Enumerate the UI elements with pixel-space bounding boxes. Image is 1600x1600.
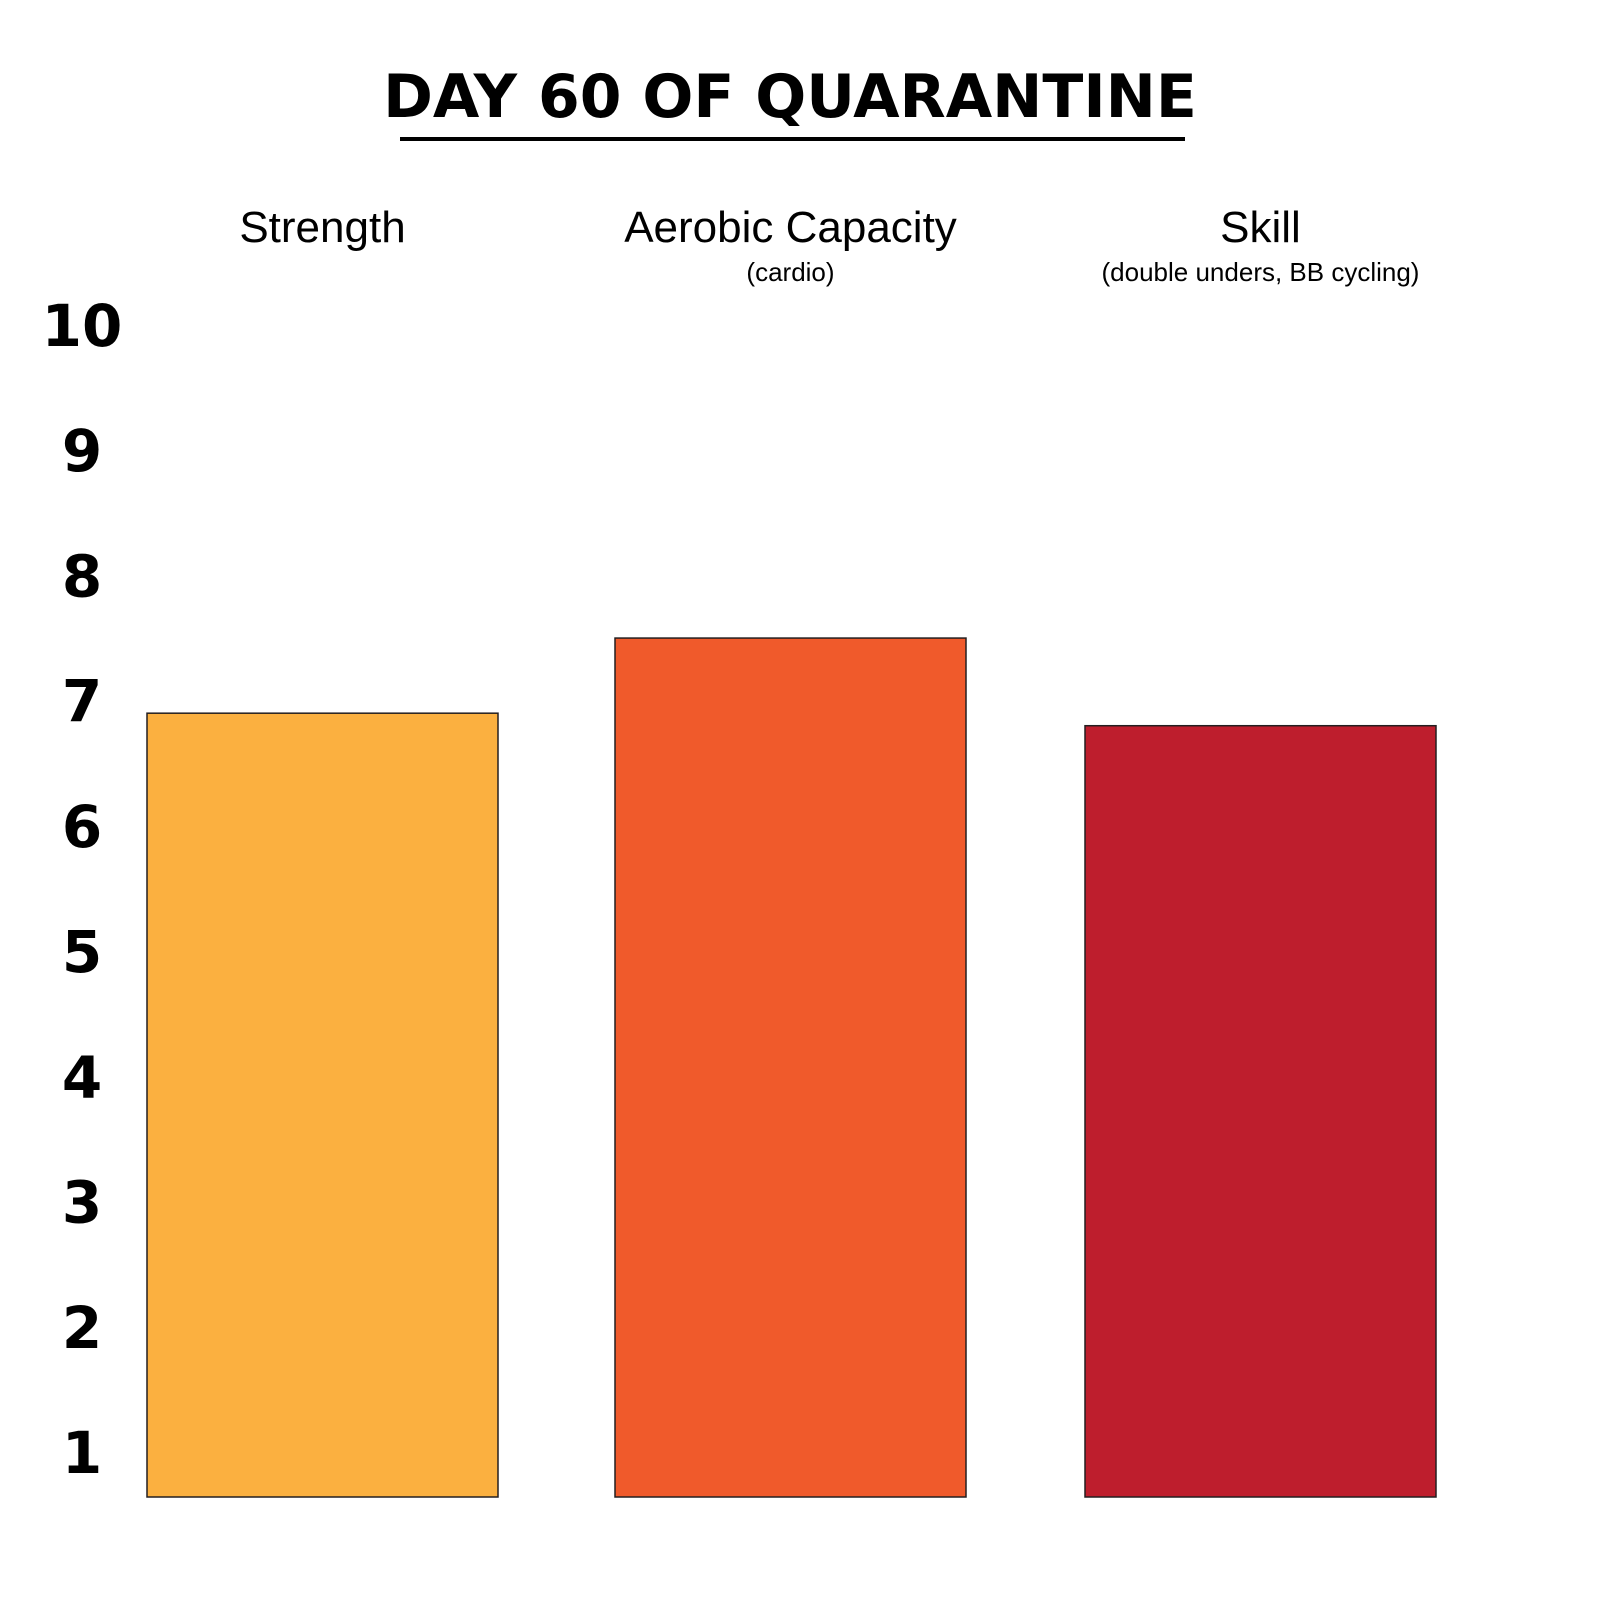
y-tick-label: 10 xyxy=(42,292,123,360)
y-tick-label: 7 xyxy=(62,668,102,736)
y-tick-label: 3 xyxy=(62,1169,102,1237)
bar-skill xyxy=(1084,724,1437,1498)
y-tick-label: 4 xyxy=(62,1043,102,1111)
category-label: Strength xyxy=(239,203,405,252)
y-tick-label: 8 xyxy=(62,542,102,610)
category-label: Skill xyxy=(1220,203,1301,252)
bar-aerobic-capacity xyxy=(614,637,967,1498)
bar-strength xyxy=(146,712,499,1498)
y-tick-label: 5 xyxy=(62,918,102,986)
y-tick-label: 9 xyxy=(62,417,102,485)
category-labels: Strength Aerobic Capacity (cardio) Skill (do… xyxy=(239,203,1419,287)
y-tick-label: 1 xyxy=(62,1419,102,1487)
y-tick-label: 6 xyxy=(62,793,102,861)
category-label: Aerobic Capacity xyxy=(624,203,957,252)
category-sublabel: (cardio) xyxy=(746,257,834,287)
y-axis-ticks: 1 2 3 4 5 6 7 8 9 10 xyxy=(42,292,123,1487)
bars xyxy=(146,637,1437,1498)
y-tick-label: 2 xyxy=(62,1294,102,1362)
category-sublabel: (double unders, BB cycling) xyxy=(1102,257,1420,287)
chart-title: DAY 60 OF QUARANTINE xyxy=(383,62,1197,132)
